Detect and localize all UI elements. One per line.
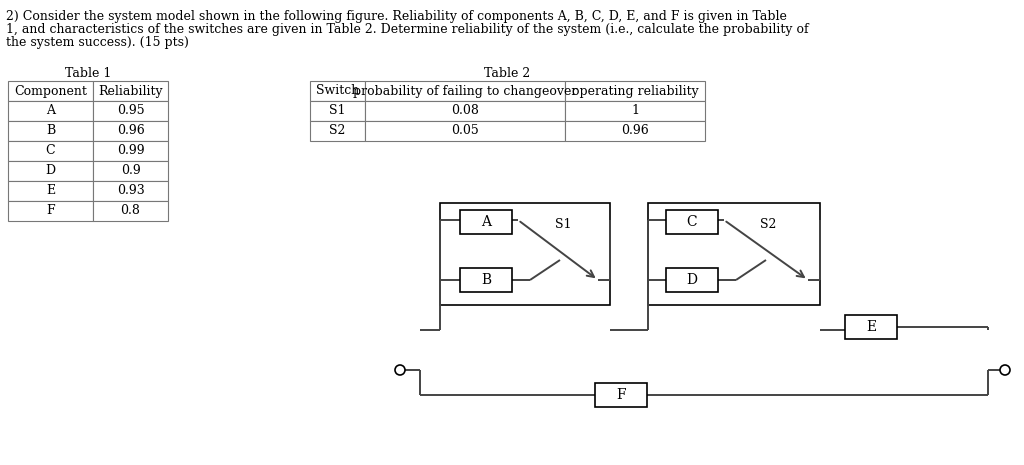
Bar: [93, 121, 168, 141]
Bar: [595, 383, 647, 407]
Text: F: F: [46, 205, 55, 218]
Text: Table 2: Table 2: [484, 67, 530, 80]
Bar: [93, 201, 168, 221]
Bar: [8, 81, 93, 101]
Text: E: E: [46, 185, 55, 198]
Bar: [565, 81, 705, 101]
Text: probability of failing to changeover: probability of failing to changeover: [353, 85, 578, 98]
Bar: [365, 101, 565, 121]
Text: B: B: [481, 273, 492, 287]
Bar: [845, 315, 897, 339]
Text: 0.05: 0.05: [452, 125, 479, 138]
Bar: [93, 101, 168, 121]
Text: Component: Component: [14, 85, 87, 98]
Bar: [565, 101, 705, 121]
Text: 0.08: 0.08: [451, 105, 479, 118]
Text: operating reliability: operating reliability: [571, 85, 698, 98]
Circle shape: [395, 365, 406, 375]
Text: 1, and characteristics of the switches are given in Table 2. Determine reliabili: 1, and characteristics of the switches a…: [6, 23, 809, 36]
Text: 0.8: 0.8: [121, 205, 140, 218]
Text: Switch: Switch: [315, 85, 359, 98]
Text: S1: S1: [555, 218, 571, 231]
Bar: [8, 101, 93, 121]
Bar: [666, 210, 718, 234]
Text: C: C: [46, 145, 55, 158]
Bar: [8, 201, 93, 221]
Bar: [460, 210, 512, 234]
Text: Reliability: Reliability: [98, 85, 163, 98]
Text: D: D: [686, 273, 697, 287]
Bar: [8, 141, 93, 161]
Bar: [310, 101, 365, 121]
Bar: [365, 81, 565, 101]
Text: A: A: [481, 215, 490, 229]
Bar: [8, 181, 93, 201]
Bar: [8, 161, 93, 181]
Bar: [310, 81, 365, 101]
Text: 2) Consider the system model shown in the following figure. Reliability of compo: 2) Consider the system model shown in th…: [6, 10, 786, 23]
Text: Table 1: Table 1: [65, 67, 112, 80]
Bar: [648, 203, 820, 305]
Bar: [310, 121, 365, 141]
Text: D: D: [45, 165, 55, 178]
Text: 1: 1: [631, 105, 639, 118]
Bar: [93, 161, 168, 181]
Bar: [93, 81, 168, 101]
Text: S2: S2: [760, 218, 776, 231]
Text: the system success). (15 pts): the system success). (15 pts): [6, 36, 188, 49]
Text: 0.93: 0.93: [117, 185, 144, 198]
Bar: [365, 121, 565, 141]
Bar: [8, 121, 93, 141]
Text: S1: S1: [330, 105, 346, 118]
Text: 0.9: 0.9: [121, 165, 140, 178]
Bar: [440, 203, 610, 305]
Text: S2: S2: [330, 125, 346, 138]
Text: 0.96: 0.96: [117, 125, 144, 138]
Text: C: C: [687, 215, 697, 229]
Bar: [565, 121, 705, 141]
Text: B: B: [46, 125, 55, 138]
Text: 0.99: 0.99: [117, 145, 144, 158]
Bar: [666, 268, 718, 292]
Text: E: E: [866, 320, 877, 334]
Bar: [93, 181, 168, 201]
Text: F: F: [616, 388, 626, 402]
Text: 0.95: 0.95: [117, 105, 144, 118]
Text: 0.96: 0.96: [622, 125, 649, 138]
Text: A: A: [46, 105, 55, 118]
Bar: [93, 141, 168, 161]
Bar: [460, 268, 512, 292]
Circle shape: [1000, 365, 1010, 375]
